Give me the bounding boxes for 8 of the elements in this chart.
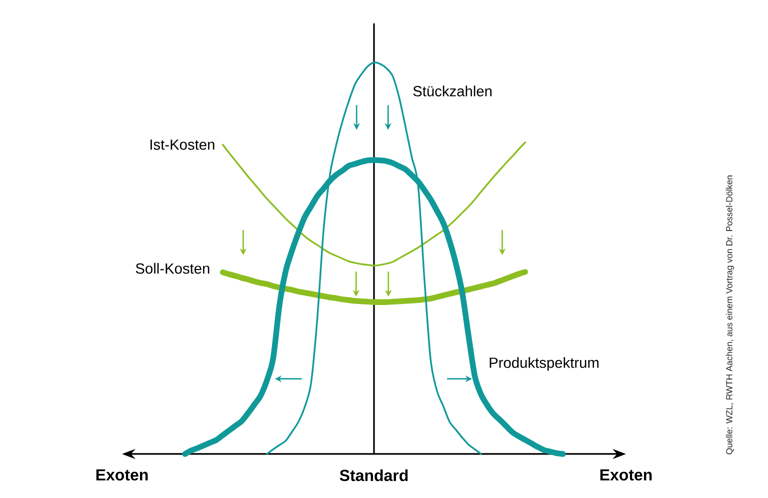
source-note: Quelle: WZL, RWTH Aachen, aus einem Vortrag von Dr. Possel-Dölken [726,176,734,454]
x-tick-label: Exoten [96,469,148,481]
series-label: Ist-Kosten [150,140,214,150]
series-label: Produktspektrum [490,357,598,371]
series-label: Stückzahlen [413,86,492,96]
series-label: Soll-Kosten [136,262,210,274]
x-tick-label: Standard [340,469,408,482]
x-tick-label: Exoten [600,469,652,481]
